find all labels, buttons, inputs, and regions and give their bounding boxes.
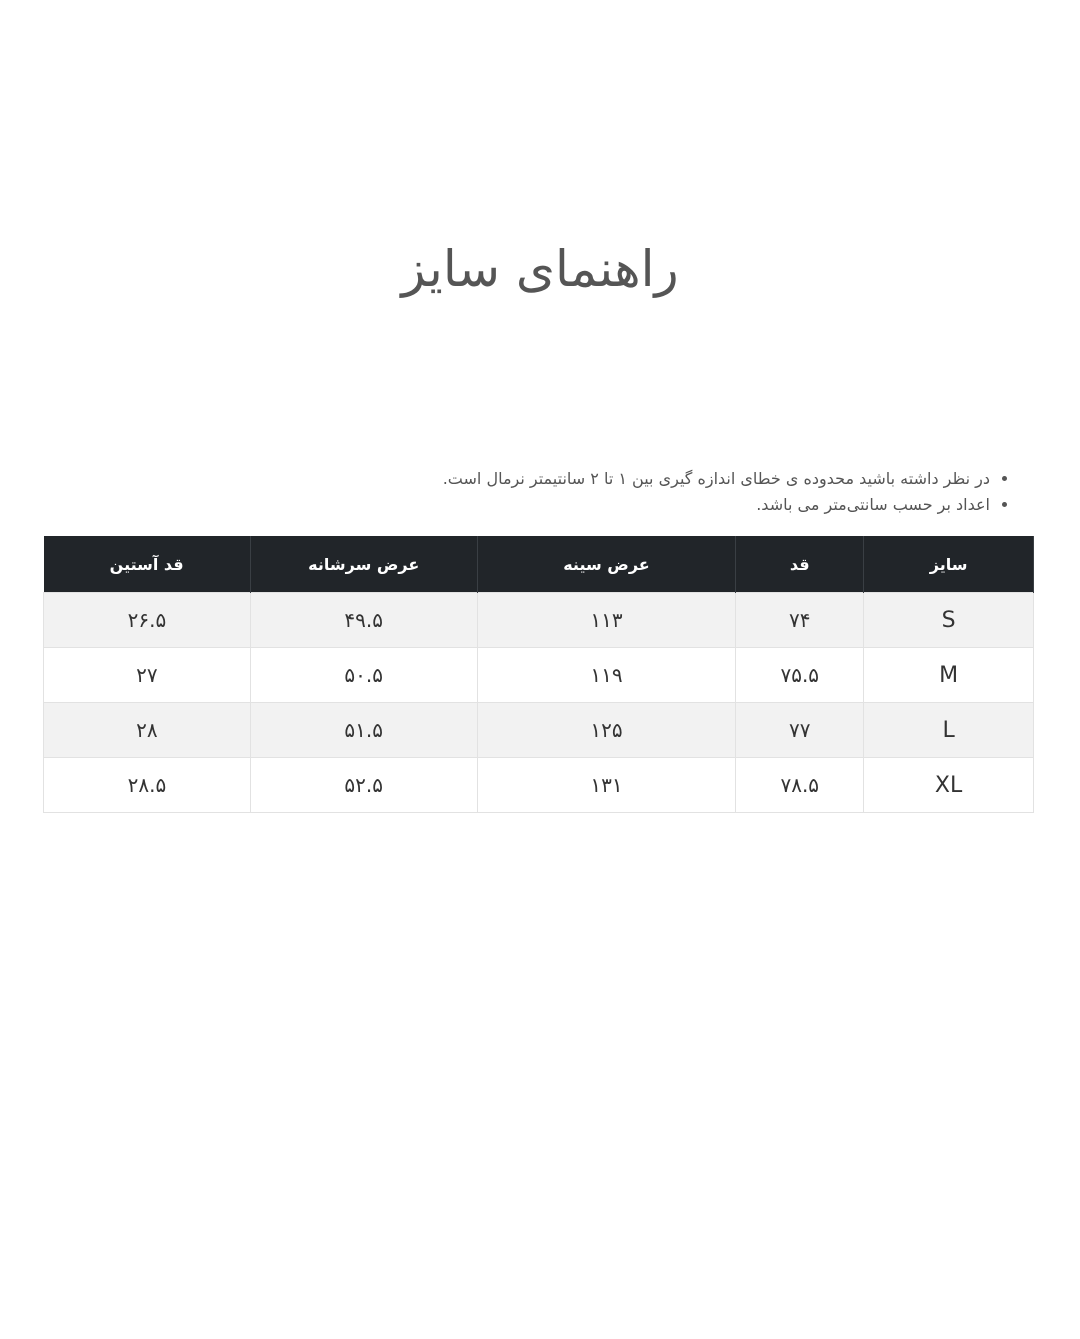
cell-length: ۷۴ bbox=[735, 592, 865, 648]
table-row: L ۷۷ ۱۲۵ ۵۱.۵ ۲۸ bbox=[43, 702, 1034, 758]
cell-size: L bbox=[863, 702, 1034, 758]
cell-shoulder: ۵۱.۵ bbox=[249, 702, 478, 758]
cell-length: ۷۸.۵ bbox=[735, 757, 865, 813]
cell-size: XL bbox=[863, 757, 1034, 813]
header-shoulder: عرض سرشانه bbox=[250, 536, 478, 593]
header-size: سایز bbox=[863, 536, 1034, 593]
note-item: اعداد بر حسب سانتی‌متر می باشد. bbox=[443, 492, 990, 518]
header-chest: عرض سینه bbox=[477, 536, 737, 593]
note-item: در نظر داشته باشید محدوده ی خطای اندازه … bbox=[443, 466, 990, 492]
cell-size: S bbox=[863, 592, 1034, 648]
cell-length: ۷۵.۵ bbox=[735, 647, 865, 703]
cell-sleeve: ۲۸.۵ bbox=[43, 757, 251, 813]
cell-sleeve: ۲۸ bbox=[43, 702, 251, 758]
table-row: XL ۷۸.۵ ۱۳۱ ۵۲.۵ ۲۸.۵ bbox=[43, 757, 1034, 813]
cell-sleeve: ۲۶.۵ bbox=[43, 592, 251, 648]
cell-shoulder: ۵۲.۵ bbox=[249, 757, 478, 813]
cell-length: ۷۷ bbox=[735, 702, 865, 758]
cell-size: M bbox=[863, 647, 1034, 703]
header-length: قد bbox=[735, 536, 865, 593]
size-table: سایز قد عرض سینه عرض سرشانه قد آستین S ۷… bbox=[43, 536, 1034, 813]
cell-chest: ۱۱۳ bbox=[476, 592, 737, 648]
notes-list: در نظر داشته باشید محدوده ی خطای اندازه … bbox=[443, 466, 1010, 518]
cell-chest: ۱۲۵ bbox=[476, 702, 737, 758]
cell-chest: ۱۳۱ bbox=[476, 757, 737, 813]
table-row: M ۷۵.۵ ۱۱۹ ۵۰.۵ ۲۷ bbox=[43, 647, 1034, 703]
cell-sleeve: ۲۷ bbox=[43, 647, 251, 703]
table-row: S ۷۴ ۱۱۳ ۴۹.۵ ۲۶.۵ bbox=[43, 592, 1034, 648]
cell-shoulder: ۴۹.۵ bbox=[249, 592, 478, 648]
page-title: راهنمای سایز bbox=[401, 240, 679, 298]
cell-chest: ۱۱۹ bbox=[476, 647, 737, 703]
header-sleeve: قد آستین bbox=[43, 536, 251, 593]
table-header-row: سایز قد عرض سینه عرض سرشانه قد آستین bbox=[43, 536, 1034, 593]
cell-shoulder: ۵۰.۵ bbox=[249, 647, 478, 703]
